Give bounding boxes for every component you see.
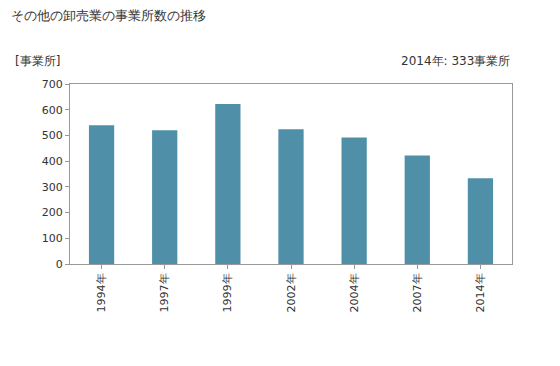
svg-text:100: 100 xyxy=(42,232,63,245)
svg-text:400: 400 xyxy=(42,155,63,168)
svg-text:0: 0 xyxy=(56,258,63,271)
svg-text:その他の卸売業の事業所数の推移: その他の卸売業の事業所数の推移 xyxy=(11,8,206,23)
svg-text:1994年: 1994年 xyxy=(95,273,108,312)
svg-text:[事業所]: [事業所] xyxy=(15,54,60,68)
svg-text:1999年: 1999年 xyxy=(221,273,234,312)
svg-text:2002年: 2002年 xyxy=(285,273,298,312)
svg-text:1997年: 1997年 xyxy=(158,273,171,312)
svg-text:300: 300 xyxy=(42,181,63,194)
svg-text:700: 700 xyxy=(42,78,63,91)
svg-text:2004年: 2004年 xyxy=(348,273,361,312)
svg-text:600: 600 xyxy=(42,104,63,117)
svg-text:2007年: 2007年 xyxy=(411,273,424,312)
svg-text:2014年: 2014年 xyxy=(474,273,487,312)
svg-text:500: 500 xyxy=(42,129,63,142)
svg-text:2014年: 333事業所: 2014年: 333事業所 xyxy=(401,54,510,68)
svg-text:200: 200 xyxy=(42,206,63,219)
